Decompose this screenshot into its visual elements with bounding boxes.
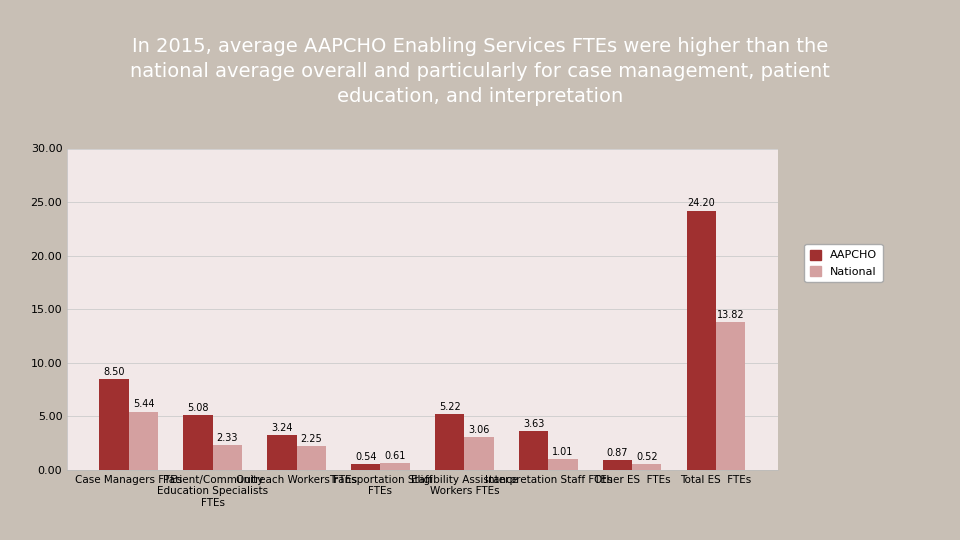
Text: 1.01: 1.01: [552, 447, 573, 457]
Bar: [380, 463, 410, 470]
Text: 0.87: 0.87: [607, 448, 628, 458]
Text: 24.20: 24.20: [687, 199, 715, 208]
Bar: [548, 459, 578, 470]
Bar: [435, 414, 465, 470]
Text: 8.50: 8.50: [104, 367, 125, 376]
Bar: [267, 435, 297, 470]
Text: In 2015, average AAPCHO Enabling Services FTEs were higher than the
national ave: In 2015, average AAPCHO Enabling Service…: [130, 37, 830, 106]
Text: 5.08: 5.08: [187, 403, 208, 413]
Bar: [716, 322, 745, 470]
Text: 3.06: 3.06: [468, 425, 490, 435]
Legend: AAPCHO, National: AAPCHO, National: [804, 244, 882, 282]
Bar: [129, 411, 158, 470]
Bar: [686, 211, 716, 470]
Bar: [518, 431, 548, 470]
Bar: [100, 379, 129, 470]
Bar: [351, 464, 380, 470]
Text: 3.24: 3.24: [271, 423, 293, 433]
Bar: [465, 437, 493, 470]
Text: 5.22: 5.22: [439, 402, 461, 412]
Text: 3.63: 3.63: [523, 419, 544, 429]
Bar: [213, 445, 242, 470]
Text: 0.61: 0.61: [384, 451, 406, 461]
Text: 0.54: 0.54: [355, 452, 376, 462]
Bar: [297, 446, 326, 470]
Bar: [632, 464, 661, 470]
Text: 0.52: 0.52: [636, 452, 658, 462]
Text: 5.44: 5.44: [132, 400, 155, 409]
Bar: [183, 415, 213, 470]
Text: 13.82: 13.82: [717, 309, 744, 320]
Text: 2.33: 2.33: [217, 433, 238, 443]
Bar: [603, 461, 632, 470]
Text: 2.25: 2.25: [300, 434, 323, 443]
